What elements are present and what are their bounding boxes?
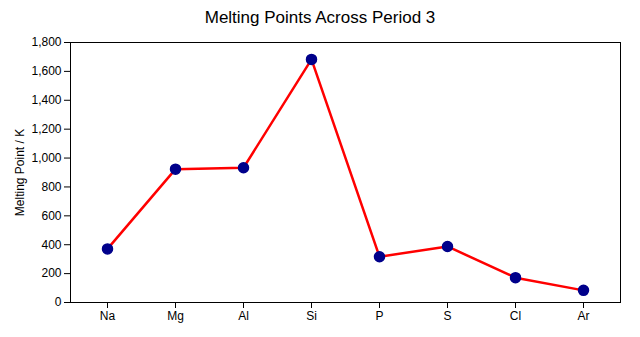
svg-text:1,000: 1,000	[31, 151, 61, 165]
svg-text:400: 400	[41, 238, 61, 252]
svg-text:800: 800	[41, 180, 61, 194]
svg-text:Ar: Ar	[578, 309, 590, 323]
svg-text:200: 200	[41, 266, 61, 280]
svg-text:Na: Na	[100, 309, 116, 323]
svg-text:Al: Al	[238, 309, 249, 323]
svg-text:Mg: Mg	[167, 309, 184, 323]
svg-text:1,200: 1,200	[31, 122, 61, 136]
svg-text:0: 0	[55, 295, 62, 309]
svg-text:1,400: 1,400	[31, 93, 61, 107]
html-text:Melting Points Across Period 3: Melting Points Across Period 3	[204, 8, 436, 27]
svg-text:Si: Si	[306, 309, 317, 323]
svg-text:P: P	[375, 309, 383, 323]
svg-text:Melting Point / K: Melting Point / K	[13, 129, 27, 216]
svg-text:1,600: 1,600	[31, 64, 61, 78]
svg-text:600: 600	[41, 209, 61, 223]
svg-text:1,800: 1,800	[31, 35, 61, 49]
svg-text:Cl: Cl	[510, 309, 521, 323]
svg-text:S: S	[443, 309, 451, 323]
